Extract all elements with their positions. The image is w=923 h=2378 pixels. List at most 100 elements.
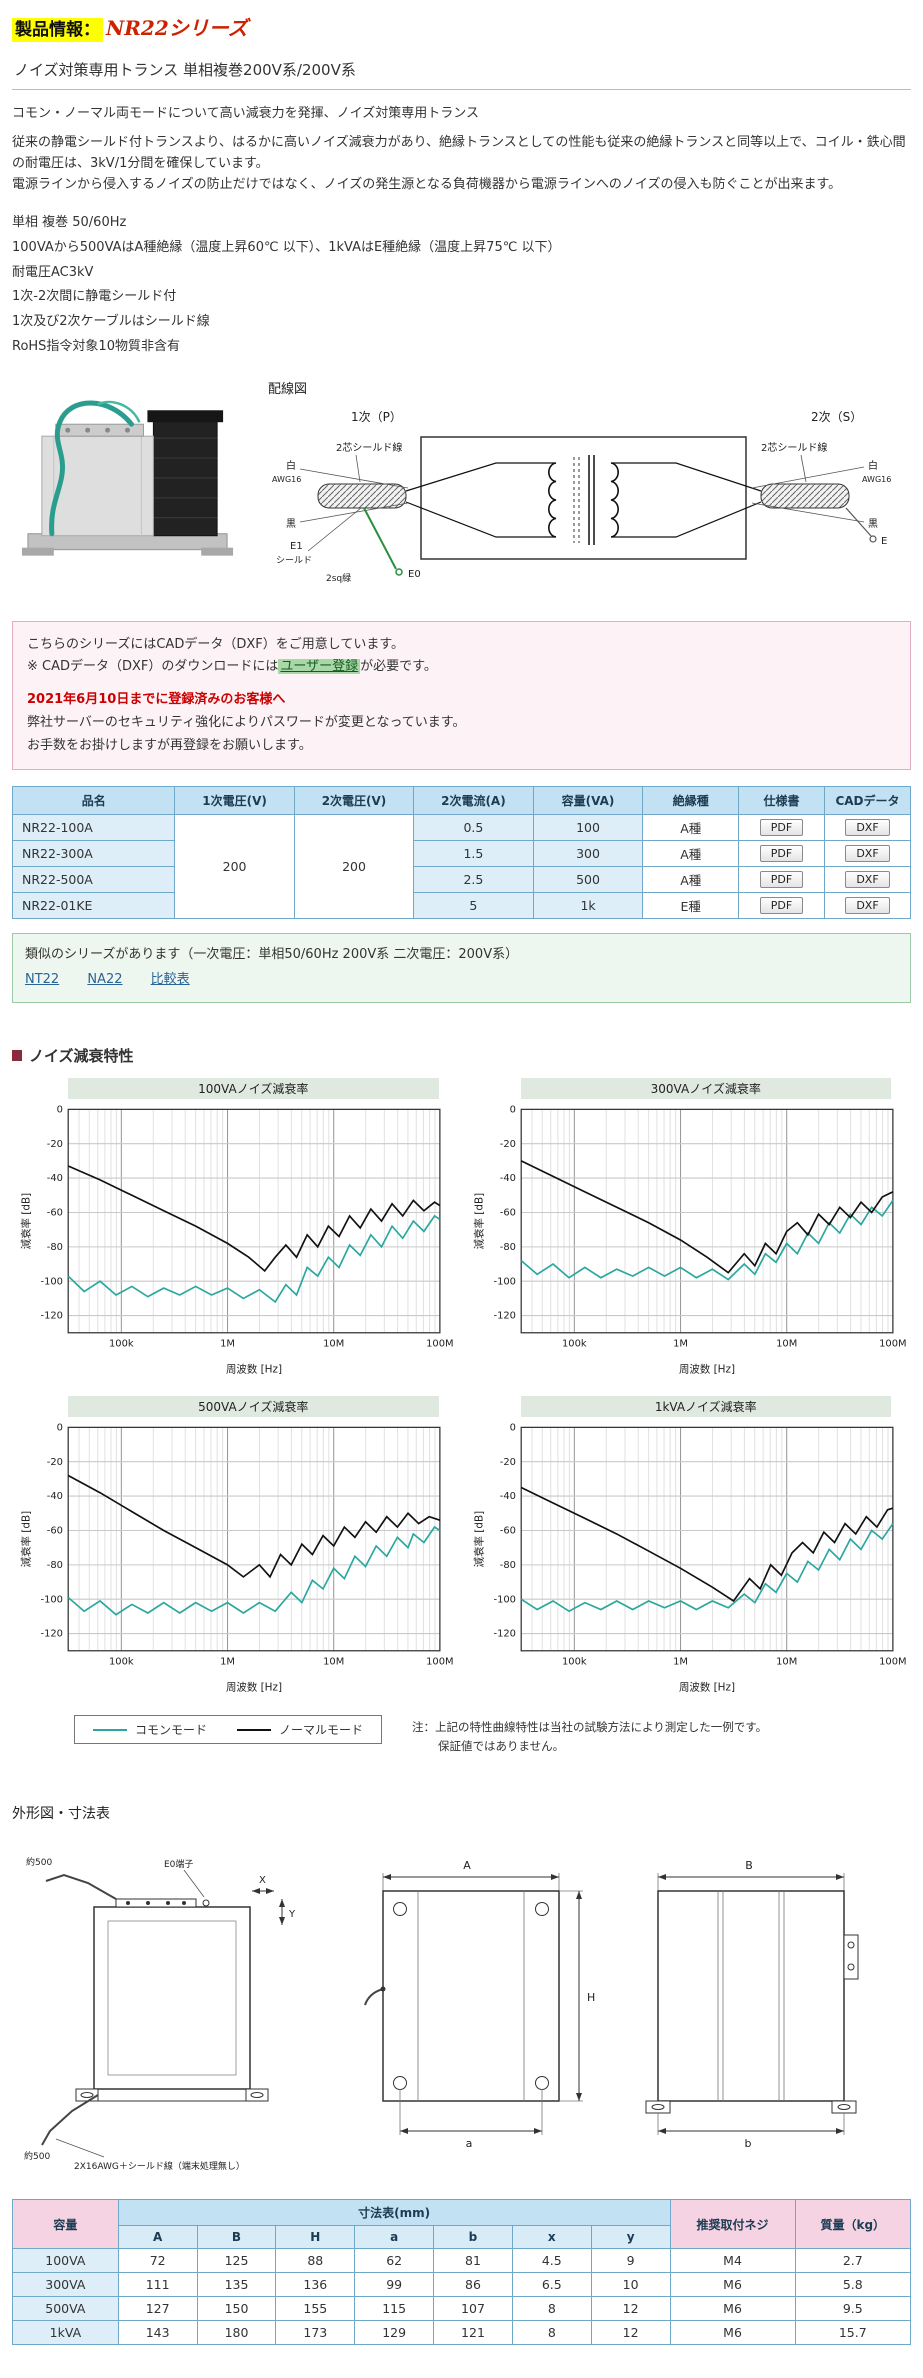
svg-text:減衰率 [dB]: 減衰率 [dB] [20,1511,33,1568]
cell-dim: 115 [354,2296,435,2322]
green-wire-label: 2sq緑 [326,572,351,584]
svg-text:1M: 1M [673,1338,688,1349]
cell-dim: 81 [433,2248,513,2274]
dxf-button[interactable]: DXF [845,845,890,863]
chart-title: 500VAノイズ減衰率 [68,1396,439,1418]
intro-text: コモン・ノーマル両モードについて高い減衰力を発揮、ノイズ対策専用トランス [12,106,479,121]
svg-text:-100: -100 [493,1595,515,1606]
dxf-button[interactable]: DXF [845,819,890,837]
col-dim-b: b [433,2225,513,2250]
cell-mass: 2.7 [794,2248,912,2274]
shield-label: シールド [276,556,312,566]
svg-text:100k: 100k [109,1657,134,1668]
cell-product-name: NR22-01KE [11,892,176,920]
cell-screw: M6 [669,2272,796,2298]
svg-text:100k: 100k [562,1338,587,1349]
awg-label: AWG16 [862,475,891,484]
chart-title: 100VAノイズ減衰率 [68,1077,439,1099]
cell-dim: 135 [196,2272,277,2298]
cell-dim: 8 [511,2320,592,2346]
dimension-header-row: 容量 寸法表(mm) 推奨取付ネジ 質量（kg） [12,2199,912,2250]
black-wire-label: 黒 [868,518,878,530]
legend-normal-mode: ノーマルモード [237,1721,363,1738]
svg-text:-120: -120 [41,1629,63,1640]
svg-text:10M: 10M [323,1657,344,1668]
cell-dim: 86 [433,2272,513,2298]
cad-line-post: が必要です。 [360,659,437,675]
cell-current: 5 [413,892,534,920]
col-screw: 推奨取付ネジ [669,2199,796,2250]
product-info-label: 製品情報： [12,18,103,42]
wiring-section: 配線図 1次（P） 2次（S） [256,378,911,597]
svg-text:-40: -40 [499,1492,515,1503]
svg-text:減衰率 [dB]: 減衰率 [dB] [472,1192,485,1249]
svg-text:周波数 [Hz]: 周波数 [Hz] [678,1362,734,1375]
spec-list: 単相 複巻 50/60Hz 100VAから500VAはA種絶縁（温度上昇60℃ … [12,211,911,359]
cell-dim: 62 [354,2248,435,2274]
cable-length-bottom-label: 約500 [24,2150,50,2162]
pdf-button[interactable]: PDF [759,897,804,915]
media-row: 配線図 1次（P） 2次（S） [12,377,911,597]
description-line: 従来の静電シールド付トランスより、はるかに高いノイズ減衰力があり、絶縁トランスと… [12,135,906,171]
legend-label: ノーマルモード [279,1723,364,1738]
cell-capacity: 1k [532,892,644,920]
cell-dim: 150 [196,2296,277,2322]
chart-note-line: 保証値ではありません。 [438,1738,565,1753]
spec-line: 100VAから500VAはA種絶縁（温度上昇60℃ 以下）、1kVAはE種絶縁（… [12,240,561,256]
awg-label: AWG16 [272,475,301,484]
svg-text:-80: -80 [47,1242,63,1253]
link-nt22[interactable]: NT22 [25,971,60,987]
col-capacity: 容量 [12,2199,119,2250]
link-na22[interactable]: NA22 [87,971,123,987]
cell-dim: 8 [511,2296,592,2322]
cell-insulation: A種 [642,814,739,842]
user-registration-link[interactable]: ユーザー登録 [278,659,361,675]
white-wire-label: 白 [286,459,296,472]
pdf-button[interactable]: PDF [759,819,804,837]
cell-dim: 99 [354,2272,435,2298]
chart-legend: コモンモード ノーマルモード [74,1715,383,1745]
link-comparison-table[interactable]: 比較表 [150,971,190,987]
pdf-button[interactable]: PDF [759,871,804,889]
cell-dim: 125 [196,2248,277,2274]
svg-text:-60: -60 [499,1526,515,1537]
table-row: NR22-100A 200 200 0.5 100 A種 PDF DXF [11,814,912,920]
pdf-button[interactable]: PDF [759,845,804,863]
col-dim-x: x [511,2225,592,2250]
svg-text:1M: 1M [220,1657,235,1668]
e1-label: E1 [290,541,303,552]
cell-cad: DXF [823,814,912,842]
chart-plot: 0 -20 -40 -60 -80 -100 -120 100k 1M 10M 100M 減衰率 [d… [472,1104,906,1375]
svg-text:-40: -40 [499,1173,515,1184]
cell-capacity: 300VA [12,2272,119,2298]
cell-dim: 12 [590,2296,671,2322]
product-table-header-row: 品名 1次電圧(V) 2次電圧(V) 2次電流(A) 容量(VA) 絶縁種 仕様… [11,786,912,816]
dxf-button[interactable]: DXF [845,871,890,889]
cell-screw: M6 [669,2296,796,2322]
dxf-button[interactable]: DXF [845,897,890,915]
cell-dim: 180 [196,2320,277,2346]
col-insulation: 絶縁種 [642,786,739,816]
white-wire-label: 白 [868,459,878,472]
cell-spec: PDF [738,814,825,842]
product-photo [12,377,246,568]
cell-dim: 121 [433,2320,513,2346]
svg-text:0: 0 [57,1423,63,1434]
description: 従来の静電シールド付トランスより、はるかに高いノイズ減衰力があり、絶縁トランスと… [12,133,911,195]
cell-insulation: E種 [642,892,739,920]
cable-length-top-label: 約500 [26,1856,52,1868]
cell-mass: 5.8 [794,2272,912,2298]
table-row: 100VA 72 125 88 62 81 4.5 9 M4 2.7 [12,2248,912,2274]
attenuation-chart-100va: 100VAノイズ減衰率 0 -20 -40 -60 -80 -100 -120 100k 1M 1… [16,1077,455,1381]
col-dim-A: A [117,2225,198,2250]
chart-plot: 0 -20 -40 -60 -80 -100 -120 100k 1M 10M 100M 減衰率 [d… [20,1104,454,1375]
svg-text:100M: 100M [426,1338,453,1349]
svg-text:-20: -20 [499,1138,515,1149]
svg-text:-20: -20 [499,1457,515,1468]
svg-text:周波数 [Hz]: 周波数 [Hz] [678,1681,734,1694]
noise-section-header: ノイズ減衰特性 [12,1045,911,1066]
cell-current: 1.5 [413,840,534,868]
cell-dim: 107 [433,2296,513,2322]
cell-dim: 111 [117,2272,198,2298]
cell-dim: 173 [275,2320,356,2346]
